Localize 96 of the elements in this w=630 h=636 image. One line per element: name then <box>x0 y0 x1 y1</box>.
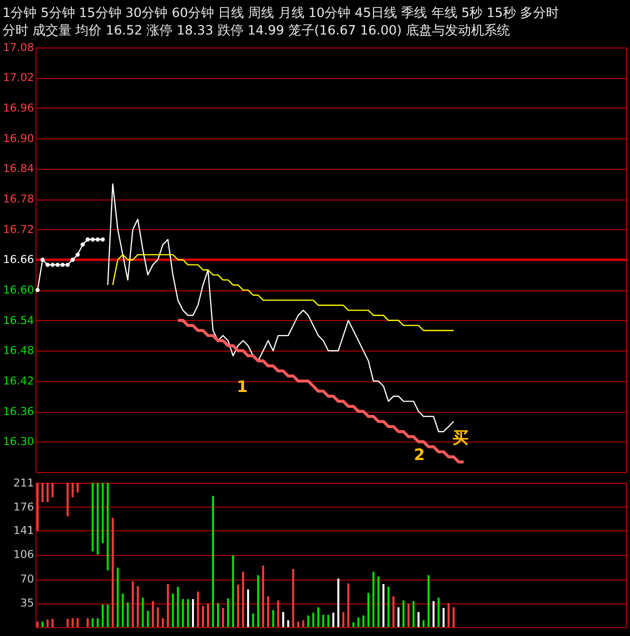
point <box>66 262 70 267</box>
annotation: 1 <box>236 377 248 396</box>
line-series <box>107 183 454 432</box>
bar <box>66 482 69 516</box>
point <box>50 262 55 267</box>
point <box>56 262 60 267</box>
bar <box>442 608 445 628</box>
bar <box>432 601 435 628</box>
bar <box>116 568 119 628</box>
bar <box>92 618 94 628</box>
y-tick-label: 176 <box>13 500 34 514</box>
y-tick-label: 17.02 <box>2 71 34 84</box>
y-tick-label: 106 <box>13 548 34 562</box>
bar <box>46 482 49 502</box>
bar <box>337 578 340 628</box>
point <box>80 242 85 247</box>
bar <box>382 584 384 628</box>
bar <box>247 590 250 628</box>
point <box>90 237 95 242</box>
line-series <box>112 254 454 332</box>
bar <box>232 555 234 628</box>
bar <box>192 599 194 628</box>
y-tick-label: 16.54 <box>2 314 34 327</box>
bar <box>367 592 370 628</box>
bar <box>362 615 364 628</box>
bar <box>422 620 425 628</box>
point <box>76 252 80 257</box>
y-tick-label: 16.72 <box>2 222 34 236</box>
point <box>96 237 100 242</box>
bar <box>402 600 404 628</box>
bar <box>212 496 214 628</box>
chart-title: 分时 成交量 均价 16.52 涨停 18.33 跌停 14.99 笼子(16.67 16.00) 底盘与发动机系统 <box>2 22 510 39</box>
bar <box>126 602 129 628</box>
bar <box>146 610 149 628</box>
bar <box>272 610 274 628</box>
bar <box>217 603 220 628</box>
bar <box>317 607 320 628</box>
bar <box>96 618 99 628</box>
bar <box>287 620 290 628</box>
bar <box>307 615 310 628</box>
bar <box>76 482 79 492</box>
bar <box>72 482 74 498</box>
y-tick-label: 16.78 <box>2 192 34 206</box>
bar <box>332 612 334 628</box>
bar <box>352 622 354 628</box>
bar <box>122 594 124 628</box>
bar <box>102 604 104 628</box>
annotation: 2 <box>414 445 425 464</box>
y-tick-label: 16.48 <box>2 344 34 358</box>
bar <box>227 598 230 628</box>
bar <box>412 601 415 628</box>
text: 1分钟 5分钟 15分钟 30分钟 60分钟 日线 周线 月线 10分钟 45日线 季线 年线 5秒 15秒 多分时 <box>2 6 559 21</box>
bar <box>182 599 184 628</box>
point <box>35 288 40 292</box>
bar <box>172 594 174 628</box>
y-tick-label: 211 <box>13 476 34 490</box>
point <box>100 237 105 242</box>
bar <box>372 572 374 628</box>
y-tick-label: 141 <box>13 524 34 538</box>
bar <box>357 618 360 628</box>
bar <box>397 607 400 628</box>
bar <box>106 604 109 628</box>
y-tick-label: 16.90 <box>2 132 34 145</box>
y-tick-label: 16.36 <box>2 404 34 418</box>
point <box>60 262 65 267</box>
bar <box>42 482 44 502</box>
y-tick-label: 16.60 <box>2 284 34 297</box>
point <box>86 237 90 242</box>
bar <box>428 575 430 628</box>
bar <box>327 614 330 628</box>
point <box>70 258 75 262</box>
y-tick-label: 70 <box>20 572 34 586</box>
bar <box>438 598 440 628</box>
y-tick-label: 16.30 <box>2 435 34 448</box>
bar <box>282 612 284 628</box>
bar <box>257 575 260 628</box>
y-tick-label: 16.84 <box>2 162 34 176</box>
bar <box>252 613 254 628</box>
bar <box>52 482 54 498</box>
bar <box>42 622 44 628</box>
y-tick-label: 16.96 <box>2 102 34 115</box>
bar <box>418 612 420 628</box>
point <box>40 258 45 262</box>
bar <box>312 612 314 628</box>
bar <box>186 599 189 628</box>
y-tick-label: 35 <box>20 596 34 610</box>
bar <box>142 598 144 628</box>
y-tick-label: 17.08 <box>2 40 34 54</box>
y-tick-label: 16.66 <box>2 253 34 266</box>
point <box>45 262 50 267</box>
bar <box>387 586 390 628</box>
bar <box>176 586 179 628</box>
bar <box>322 614 324 628</box>
bar <box>377 576 380 628</box>
bar <box>36 482 39 531</box>
y-tick-label: 16.42 <box>2 374 34 388</box>
